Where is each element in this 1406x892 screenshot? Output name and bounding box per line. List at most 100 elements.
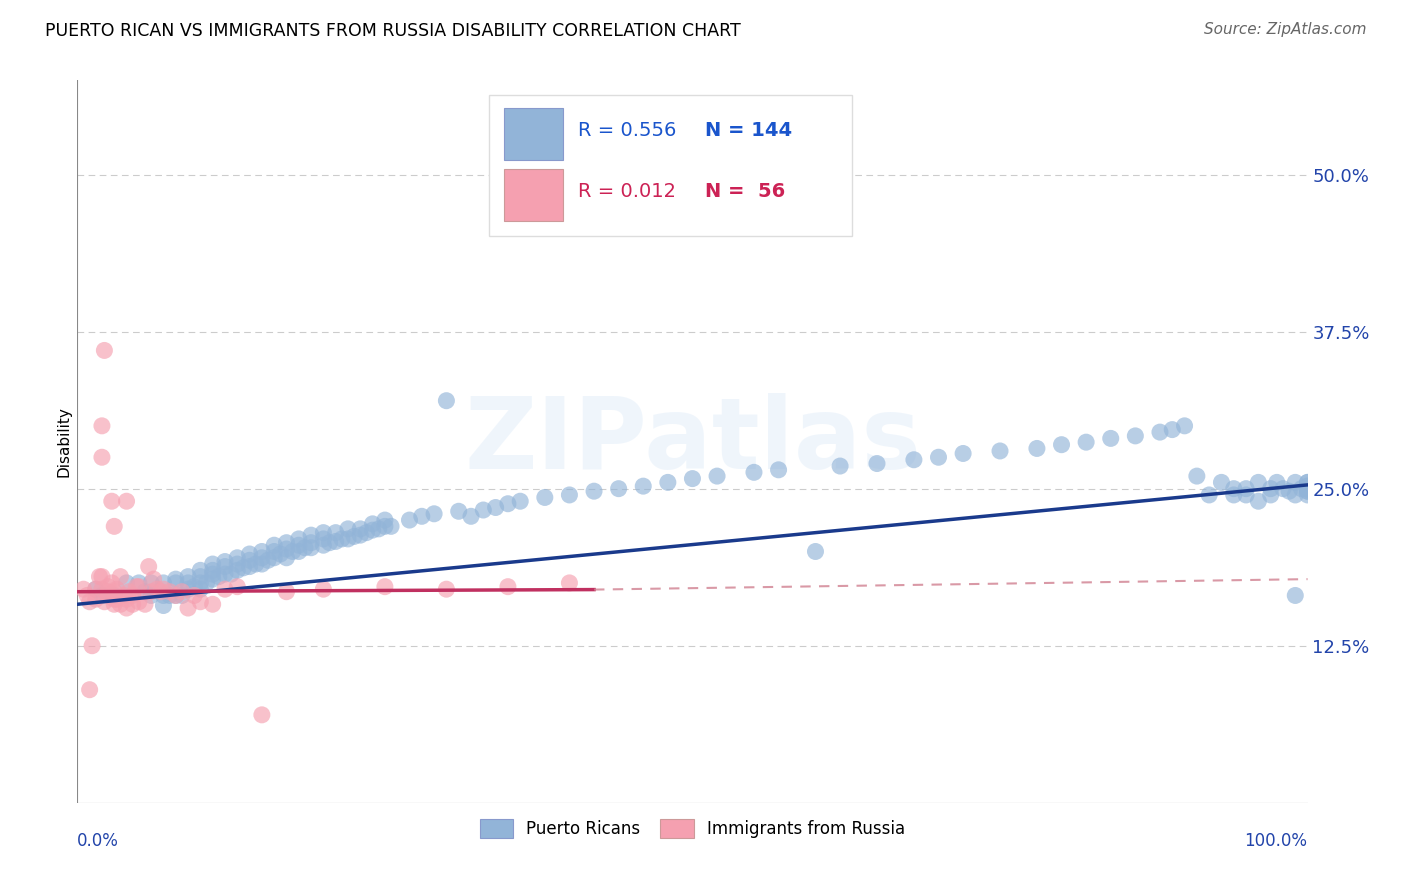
Point <box>1076 435 1098 450</box>
Point <box>79 682 101 697</box>
Text: 100.0%: 100.0% <box>1244 831 1308 850</box>
Point <box>337 522 360 536</box>
Point <box>1296 484 1319 499</box>
Point <box>1296 482 1319 496</box>
Point <box>472 503 495 517</box>
Point <box>110 597 132 611</box>
Point <box>1223 482 1246 496</box>
Point <box>250 557 273 571</box>
Point <box>349 528 371 542</box>
Point <box>159 584 181 599</box>
Point <box>312 538 335 552</box>
Text: Source: ZipAtlas.com: Source: ZipAtlas.com <box>1204 22 1367 37</box>
Point <box>146 582 169 597</box>
Point <box>276 584 298 599</box>
Point <box>1296 482 1319 496</box>
Text: ZIPatlas: ZIPatlas <box>464 393 921 490</box>
Point <box>534 491 557 505</box>
Point <box>558 488 581 502</box>
Point <box>165 572 187 586</box>
Point <box>165 589 187 603</box>
Point <box>93 595 115 609</box>
Point <box>337 532 360 546</box>
Point <box>988 444 1011 458</box>
Point <box>183 580 205 594</box>
Point <box>281 544 304 558</box>
Point <box>195 575 218 590</box>
Point <box>239 559 262 574</box>
Point <box>84 592 107 607</box>
Point <box>374 513 396 527</box>
Point <box>128 595 150 609</box>
Point <box>263 544 285 558</box>
Point <box>128 580 150 594</box>
Point <box>496 580 519 594</box>
Point <box>121 589 143 603</box>
Point <box>89 569 111 583</box>
Point <box>177 601 200 615</box>
Point <box>657 475 679 490</box>
Point <box>288 544 311 558</box>
Point <box>903 452 925 467</box>
Point <box>103 584 125 599</box>
Point <box>633 479 655 493</box>
Point <box>103 589 125 603</box>
Point <box>276 541 298 556</box>
Point <box>1265 475 1288 490</box>
Point <box>177 575 200 590</box>
Point <box>343 529 366 543</box>
Point <box>1260 482 1282 496</box>
Point <box>239 547 262 561</box>
Point <box>706 469 728 483</box>
Point <box>1296 482 1319 496</box>
Text: N = 144: N = 144 <box>704 121 792 140</box>
Point <box>312 525 335 540</box>
Point <box>436 393 458 408</box>
Point <box>1198 488 1220 502</box>
Point <box>226 580 249 594</box>
Point <box>250 544 273 558</box>
Point <box>1161 423 1184 437</box>
Point <box>1296 484 1319 499</box>
Point <box>1185 469 1208 483</box>
Point <box>558 575 581 590</box>
Point <box>115 592 138 607</box>
Point <box>1296 475 1319 490</box>
Point <box>110 569 132 583</box>
Point <box>361 523 384 537</box>
Point <box>330 532 353 546</box>
Point <box>82 639 104 653</box>
Point <box>485 500 508 515</box>
Point <box>90 418 114 433</box>
Point <box>239 553 262 567</box>
Point <box>1284 475 1306 490</box>
Point <box>423 507 446 521</box>
Point <box>142 572 165 586</box>
Point <box>226 563 249 577</box>
Point <box>128 575 150 590</box>
Point <box>1174 418 1197 433</box>
Text: 0.0%: 0.0% <box>77 831 120 850</box>
Point <box>125 580 148 594</box>
Point <box>1247 494 1270 508</box>
Point <box>214 559 236 574</box>
Point <box>103 597 125 611</box>
Point <box>177 582 200 597</box>
Point <box>830 458 852 473</box>
Point <box>928 450 950 465</box>
Point <box>1278 484 1301 499</box>
Point <box>115 601 138 615</box>
Point <box>682 472 704 486</box>
Point <box>325 534 347 549</box>
Point <box>188 563 212 577</box>
Point <box>152 599 174 613</box>
Y-axis label: Disability: Disability <box>56 406 72 477</box>
Point <box>1296 479 1319 493</box>
Point <box>436 582 458 597</box>
Point <box>288 538 311 552</box>
Point <box>1026 442 1049 456</box>
Point <box>219 567 242 582</box>
Point <box>201 572 224 586</box>
Point <box>93 343 115 358</box>
Point <box>188 595 212 609</box>
